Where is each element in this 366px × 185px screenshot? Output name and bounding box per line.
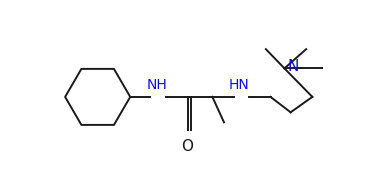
Text: N: N xyxy=(288,59,299,74)
Text: NH: NH xyxy=(146,78,167,92)
Text: O: O xyxy=(182,139,194,154)
Text: HN: HN xyxy=(228,78,249,92)
